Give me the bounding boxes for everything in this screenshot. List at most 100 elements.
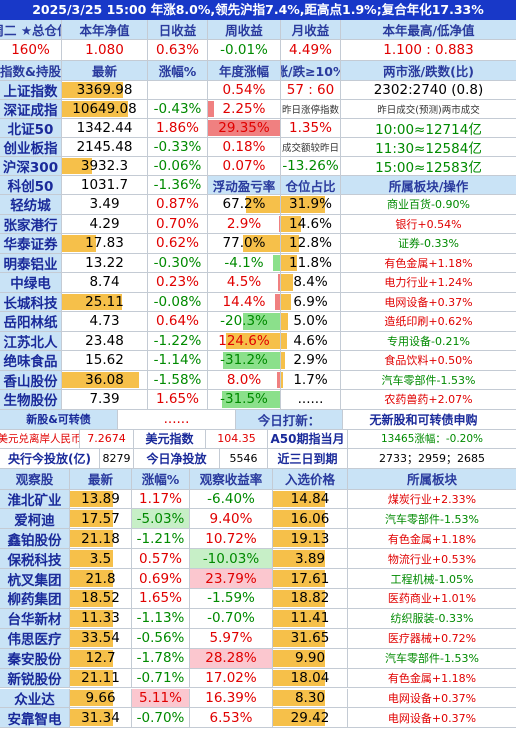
watch-change: -1.78% (132, 648, 190, 668)
watch-header-cell: 观察收益率 (190, 468, 273, 489)
holding-latest: 13.22 (62, 253, 148, 272)
watch-change-text: -0.71% (136, 670, 185, 687)
bar (277, 371, 280, 388)
watch-header-cell-text: 涨幅% (141, 472, 180, 487)
holding-change: 0.70% (148, 214, 208, 233)
holding-name-text: 生物股份 (3, 393, 58, 409)
bar (70, 669, 113, 687)
index-header-cell-text: 涨幅% (158, 64, 197, 79)
watch-header-cell-text: 所属板块 (406, 472, 457, 487)
index-year-change: 0.18% (208, 138, 281, 156)
watch-name: 台华新材 (0, 608, 70, 628)
watch-change: -1.13% (132, 608, 190, 628)
ipo-label: 今日打新： (236, 409, 343, 429)
holding-name-text: 绝味食品 (3, 354, 58, 370)
index-year-change: 29.35% (208, 119, 281, 137)
holding-pnl: 124.6% (208, 331, 281, 350)
watch-row: 保税科技 3.5 0.57% -10.03% 3.89 物流行业+0.53% (0, 549, 516, 570)
holding-name-text: 轻纺城 (10, 198, 51, 214)
holding-sector-text: 电网设备+0.37% (384, 295, 473, 309)
summary-value-text: 160% (11, 42, 50, 58)
bar (62, 158, 92, 174)
index-market-stat: 15:00≈12583亿 (341, 157, 516, 175)
watch-header-cell: 入选价格 (273, 468, 348, 489)
watch-latest-text: 18.52 (81, 590, 120, 607)
watch-latest: 21.11 (70, 668, 132, 688)
watch-latest: 33.54 (70, 628, 132, 648)
watch-change-text: -0.56% (136, 630, 185, 647)
net-injection-label-text: 今日净投放 (146, 451, 207, 466)
holding-row: 轻纺城 3.49 0.87% 67.2% 31.9% 商业百货-0.90% (0, 195, 516, 215)
holding-latest-text: 3.49 (89, 196, 120, 213)
index-year-change: 0.54% (208, 81, 281, 99)
pboc-label-text: 央行今投放(亿) (8, 451, 91, 466)
watch-return: 28.28% (190, 648, 273, 668)
index-stat: 昨日涨停指数 (281, 100, 341, 118)
holding-pnl: 67.2% (208, 195, 281, 214)
holding-sector: 商业百货-0.90% (341, 195, 516, 214)
bar (273, 609, 325, 627)
index-name: 科创50 (0, 176, 62, 194)
index-year-change: 2.25% (208, 100, 281, 118)
holding-change-text: -1.58% (153, 371, 202, 388)
index-row: 深证成指 10649.08 -0.43% 2.25% 昨日涨停指数 昨日成交(预测)两市成… (0, 100, 516, 119)
holding-latest: 23.48 (62, 331, 148, 350)
holding-change-text: -1.22% (153, 332, 202, 349)
watch-entry-price-text: 17.61 (290, 570, 330, 587)
watch-sector: 电网设备+0.37% (348, 708, 516, 727)
watch-change: -0.70% (132, 708, 190, 728)
index-latest: 10649.08 (62, 100, 148, 118)
ipo-value-text: 无新股和可转债申购 (369, 412, 478, 427)
index-year-change-text: 浮动盈亏率 (212, 178, 276, 194)
holding-sector-text: 商业百货-0.90% (387, 198, 470, 212)
holding-position: 5.0% (281, 312, 341, 331)
watch-sector-text: 有色金属+1.18% (387, 532, 477, 546)
holding-name-text: 长城科技 (3, 295, 58, 311)
holding-position-text: 6.9% (293, 293, 328, 310)
holding-pnl-text: 67.2% (222, 196, 266, 213)
watch-latest-text: 17.57 (81, 510, 120, 527)
bar (273, 649, 325, 667)
watch-name: 众业达 (0, 688, 70, 708)
holding-position: ...... (281, 390, 341, 409)
watch-sector-text: 电网设备+0.37% (387, 691, 477, 705)
holding-change-text: 0.23% (156, 274, 199, 291)
watch-name-text: 鑫铂股份 (7, 532, 62, 549)
bar (62, 235, 96, 252)
watch-change-text: -5.03% (136, 510, 185, 527)
index-header-cell-text: 两市涨/跌数(比) (383, 64, 474, 79)
holding-sector: 有色金属+1.18% (341, 254, 516, 273)
watch-entry-price: 8.30 (273, 688, 348, 708)
holding-change-text: -1.14% (153, 352, 202, 369)
holding-change: 0.62% (148, 234, 208, 253)
watch-latest: 12.7 (70, 648, 132, 668)
index-year-change-text: 2.25% (222, 101, 266, 117)
holding-latest: 7.39 (62, 390, 148, 409)
watch-sector: 汽车零部件-1.53% (348, 509, 516, 528)
holding-row: 绝味食品 15.62 -1.14% -31.2% 2.9% 食品饮料+0.50% (0, 351, 516, 371)
watch-latest: 3.5 (70, 549, 132, 569)
holding-change-text: 0.87% (156, 196, 199, 213)
holding-sector-text: 有色金属+1.18% (384, 256, 473, 270)
holding-position-text: 11.8% (289, 254, 332, 271)
index-header-cell-text: 最新 (91, 64, 117, 79)
index-latest-text: 3932.3 (80, 158, 129, 174)
holding-latest-text: 13.22 (85, 254, 124, 271)
holding-pnl: 14.4% (208, 292, 281, 311)
watch-row: 鑫铂股份 21.18 -1.21% 10.72% 19.13 有色金属+1.18% (0, 529, 516, 550)
watch-sector-text: 物流行业+0.53% (387, 552, 477, 566)
holding-name: 明泰铝业 (0, 253, 62, 272)
watch-change: -1.21% (132, 529, 190, 549)
holding-pnl: 4.5% (208, 273, 281, 292)
holding-position-text: ...... (297, 391, 324, 408)
a50-value: 13465涨幅：-0.20% (348, 430, 516, 448)
holding-position: 2.9% (281, 351, 341, 370)
a50-value-text: 13465涨幅：-0.20% (380, 433, 484, 445)
watch-return: 17.02% (190, 668, 273, 688)
bar (281, 332, 288, 349)
watch-header-cell-text: 观察股 (15, 472, 54, 487)
index-row: 上证指数 3369.98 0.54% 57 : 60 2302:2740 (0.8) (0, 81, 516, 100)
holding-change-text: -0.30% (153, 254, 202, 271)
bar (62, 101, 129, 117)
index-change (148, 81, 208, 99)
